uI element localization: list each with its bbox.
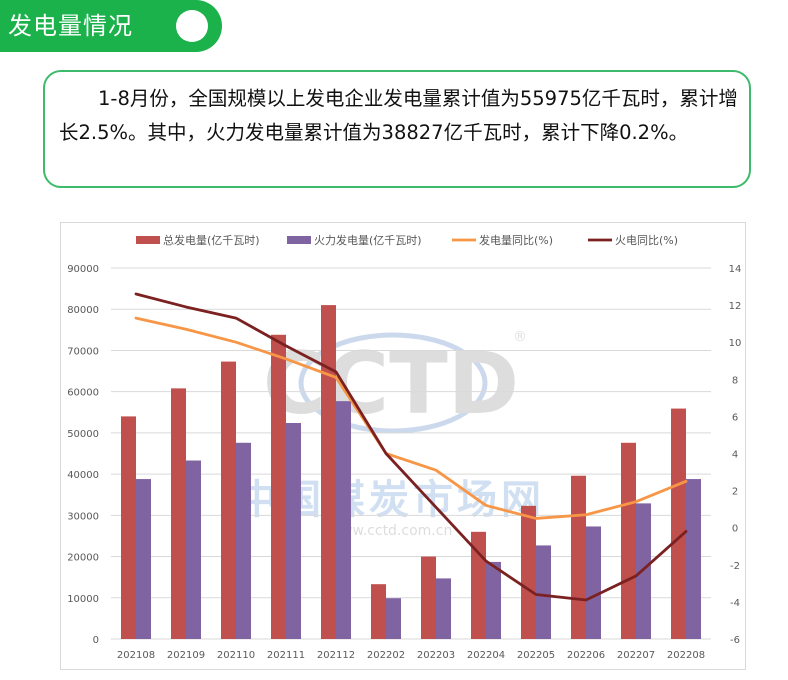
legend-swatch [136,236,160,244]
watermark-url: www.cctd.com.cn [330,523,453,539]
x-axis-tick: 202207 [617,650,655,661]
left-axis-tick: 30000 [67,511,99,522]
left-axis-tick: 90000 [67,264,99,275]
x-axis-tick: 202111 [267,650,305,661]
right-axis-tick: -2 [730,561,740,572]
left-axis-tick: 60000 [67,388,99,399]
bar-total [571,475,586,639]
bar-total [221,361,236,639]
bar-thermal [686,479,701,639]
bar-total [371,584,386,639]
x-axis-tick: 202206 [567,650,605,661]
x-axis-tick: 202203 [417,650,455,661]
watermark-registered: ® [513,329,527,345]
bar-thermal [186,460,201,639]
summary-text: 1-8月份，全国规模以上发电企业发电量累计值为55975亿千瓦时，累计增长2.5… [59,87,738,144]
circle-icon [176,10,208,42]
section-header: 发电量情况 [0,0,222,52]
bar-total [171,388,186,639]
left-axis-tick: 80000 [67,305,99,316]
line-total-yoy [134,316,688,520]
x-axis-tick: 202204 [467,650,505,661]
bar-thermal [486,561,501,639]
legend-swatch [287,236,311,244]
bar-thermal [336,401,351,639]
right-axis-tick: 6 [732,412,738,423]
right-axis-tick: 14 [729,264,742,275]
x-axis-tick: 202112 [317,650,355,661]
right-axis-tick: 10 [729,338,742,349]
right-axis-tick: 2 [732,487,738,498]
chart-lines [134,292,688,602]
x-axis-tick: 202110 [217,650,255,661]
right-axis-tick: 0 [732,524,738,535]
legend-label: 发电量同比(%) [479,233,553,247]
right-axis-tick: 12 [729,301,742,312]
chart-bars [121,305,701,639]
watermark-ring [298,332,488,434]
bar-total [521,505,536,639]
right-axis-tick: 4 [732,450,738,461]
bar-thermal [586,526,601,639]
legend-label: 火力发电量(亿千瓦时) [314,233,422,247]
chart-axes: 0 10000 20000 30000 40000 50000 60000 70000 8000… [67,264,741,661]
chart-legend: 总发电量(亿千瓦时) 火力发电量(亿千瓦时) 发电量同比(%) 火电同比(%) [136,233,678,247]
line-thermal-yoy [134,292,688,602]
x-axis-tick: 202108 [117,650,155,661]
bar-total [121,416,136,639]
x-axis-tick: 202208 [667,650,705,661]
chart-container: CCTD ® 中国煤炭市场网 www.cctd.com.cn 0 10000 200… [60,222,746,670]
bar-total [321,305,336,639]
chart-grid [111,267,711,640]
legend-label: 总发电量(亿千瓦时) [163,233,260,247]
legend-label: 火电同比(%) [615,234,678,247]
left-axis-tick: 10000 [67,594,99,605]
summary-box: 1-8月份，全国规模以上发电企业发电量累计值为55975亿千瓦时，累计增长2.5… [43,70,751,188]
bar-total [271,334,286,639]
bar-total [671,408,686,639]
bar-thermal [436,578,451,639]
x-axis-tick: 202205 [517,650,555,661]
right-axis-tick: -6 [730,635,740,646]
left-axis-tick: 50000 [67,429,99,440]
x-axis-tick: 202202 [367,650,405,661]
bar-total [621,442,636,639]
watermark-logo: CCTD [263,334,519,434]
right-axis-tick: -4 [730,598,740,609]
bar-thermal [286,422,301,639]
left-axis-tick: 20000 [67,553,99,564]
bar-thermal [536,545,551,639]
bar-thermal [136,479,151,639]
left-axis-tick: 0 [93,635,99,646]
bar-total [421,556,436,639]
left-axis-tick: 40000 [67,470,99,481]
section-title: 发电量情况 [8,12,133,40]
bar-thermal [236,442,251,639]
right-axis-tick: 8 [732,375,738,386]
chart-svg: CCTD ® 中国煤炭市场网 www.cctd.com.cn 010000200… [67,233,741,661]
bar-thermal [386,598,401,639]
x-axis-tick: 202109 [167,650,205,661]
left-axis-tick: 70000 [67,346,99,357]
bar-thermal [636,503,651,639]
